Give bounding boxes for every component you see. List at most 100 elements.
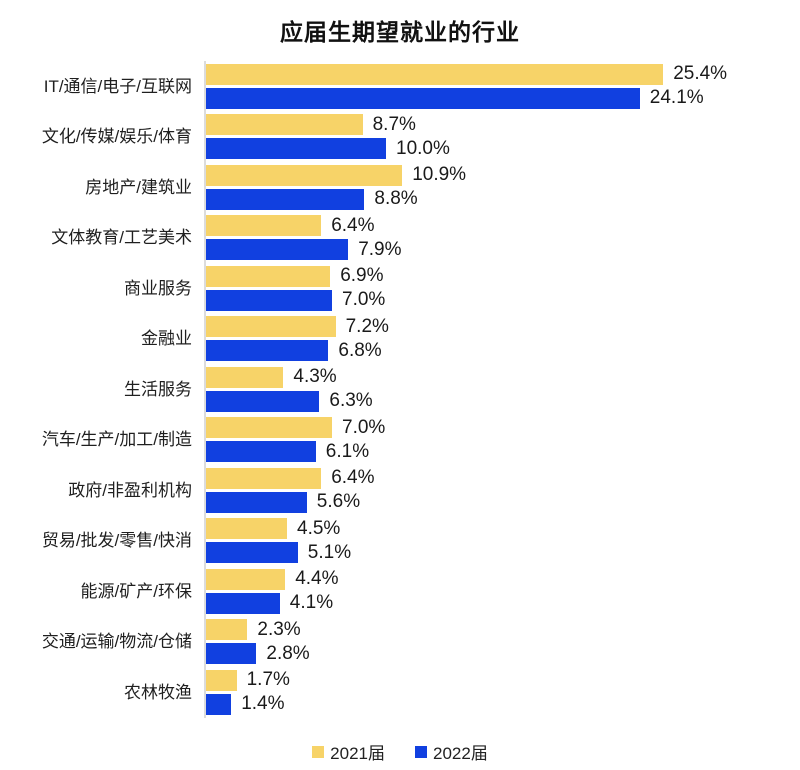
bar-line: 1.4% <box>206 693 800 715</box>
category-label: 交通/运输/物流/仓储 <box>41 632 192 652</box>
bar-line: 6.3% <box>206 390 800 412</box>
chart-title: 应届生期望就业的行业 <box>280 19 520 45</box>
category-row: 生活服务 4.3% 6.3% <box>0 364 800 415</box>
category-row: 文化/传媒/娱乐/体育 8.7% 10.0% <box>0 111 800 162</box>
category-row: 商业服务 6.9% 7.0% <box>0 263 800 314</box>
bar-2022届 <box>206 693 232 715</box>
value-label-2022届: 1.4% <box>241 693 285 715</box>
bar-line: 6.1% <box>206 441 800 463</box>
category-row: 政府/非盈利机构 6.4% 5.6% <box>0 465 800 516</box>
bar-line: 7.2% <box>206 315 800 338</box>
category-row: 文体教育/工艺美术 6.4% 7.9% <box>0 212 800 263</box>
bar-2021届 <box>206 568 286 590</box>
bar-2021届 <box>206 619 248 641</box>
bar-2022届 <box>206 289 332 311</box>
bar-line: 1.7% <box>206 669 800 691</box>
bar-group: 4.3% 6.3% <box>204 364 800 415</box>
legend-swatch-2021届 <box>312 745 325 758</box>
category-label: 汽车/生产/加工/制造 <box>41 430 192 450</box>
bar-group: 6.4% 7.9% <box>204 212 800 263</box>
value-label-2021届: 4.4% <box>295 568 339 590</box>
bar-line: 10.0% <box>206 138 800 160</box>
bar-line: 24.1% <box>206 87 800 109</box>
legend: 2021届 2022届 <box>0 739 800 764</box>
category-label: 贸易/批发/零售/快消 <box>41 531 192 551</box>
category-row: 房地产/建筑业 10.9% 8.8% <box>0 162 800 213</box>
bar-line: 4.4% <box>206 568 800 590</box>
category-row: IT/通信/电子/互联网 25.4% 24.1% <box>0 61 800 112</box>
bar-2022届 <box>206 239 349 261</box>
category-label: 生活服务 <box>124 379 192 399</box>
plot-area: IT/通信/电子/互联网 25.4% 24.1% 文化/传媒/娱乐/体育 8.7% 10.… <box>0 61 800 718</box>
bar-2022届 <box>206 441 316 463</box>
bar-line: 8.7% <box>206 113 800 136</box>
bar-line: 2.3% <box>206 618 800 641</box>
legend-label: 2022届 <box>433 744 488 763</box>
bar-line: 4.1% <box>206 592 800 614</box>
chart-rows: IT/通信/电子/互联网 25.4% 24.1% 文化/传媒/娱乐/体育 8.7% 10.… <box>0 61 800 718</box>
bar-line: 5.1% <box>206 541 800 564</box>
value-label-2022届: 4.1% <box>289 592 334 614</box>
category-row: 贸易/批发/零售/快消 4.5% 5.1% <box>0 515 800 566</box>
value-label-2021届: 25.4% <box>673 63 728 85</box>
value-label-2021届: 6.4% <box>331 467 375 489</box>
value-label-2021届: 1.7% <box>246 669 290 691</box>
bar-2022届 <box>206 188 365 210</box>
bar-group: 4.5% 5.1% <box>204 515 800 566</box>
value-label-2022届: 5.1% <box>307 541 352 563</box>
bar-2021届 <box>206 316 336 338</box>
bar-group: 10.9% 8.8% <box>204 162 800 213</box>
value-label-2021届: 4.5% <box>297 517 341 539</box>
bar-line: 6.8% <box>206 339 800 362</box>
bar-2021届 <box>206 417 332 439</box>
value-label-2021届: 7.0% <box>342 416 386 438</box>
bar-line: 25.4% <box>206 63 800 85</box>
bar-2022届 <box>206 592 280 614</box>
bar-2021届 <box>206 215 322 237</box>
bar-line: 5.6% <box>206 491 800 513</box>
bar-group: 6.4% 5.6% <box>204 465 800 516</box>
bar-2022届 <box>206 340 329 362</box>
bar-2021届 <box>206 164 403 186</box>
bar-line: 6.9% <box>206 265 800 287</box>
legend-item-2021届: 2021届 <box>312 739 385 764</box>
category-label: 房地产/建筑业 <box>85 177 192 197</box>
category-label: 金融业 <box>141 329 192 349</box>
bar-line: 7.0% <box>206 289 800 311</box>
bar-2021届 <box>206 114 363 136</box>
category-row: 能源/矿产/环保 4.4% 4.1% <box>0 566 800 617</box>
value-label-2022届: 24.1% <box>649 87 704 109</box>
category-row: 金融业 7.2% 6.8% <box>0 313 800 364</box>
bar-2022届 <box>206 138 386 160</box>
bar-line: 4.3% <box>206 366 800 388</box>
value-label-2021届: 6.4% <box>331 214 375 236</box>
value-label-2021届: 7.2% <box>345 315 389 337</box>
category-label: 能源/矿产/环保 <box>80 581 192 601</box>
bar-line: 10.9% <box>206 164 800 186</box>
bar-group: 8.7% 10.0% <box>204 111 800 162</box>
bar-2022届 <box>206 390 320 412</box>
value-label-2022届: 7.9% <box>358 238 402 260</box>
value-label-2022届: 6.3% <box>329 390 373 412</box>
bar-line: 6.4% <box>206 467 800 489</box>
bar-group: 4.4% 4.1% <box>204 566 800 617</box>
bar-group: 25.4% 24.1% <box>204 61 800 112</box>
value-label-2022届: 7.0% <box>342 289 386 311</box>
bar-2022届 <box>206 87 640 109</box>
legend-item-2022届: 2022届 <box>415 739 488 764</box>
value-label-2022届: 6.8% <box>338 339 382 361</box>
bar-group: 7.0% 6.1% <box>204 414 800 465</box>
category-label: 政府/非盈利机构 <box>68 480 192 500</box>
value-label-2021届: 2.3% <box>257 618 301 640</box>
value-label-2022届: 2.8% <box>266 642 310 664</box>
bar-2021届 <box>206 467 322 489</box>
bar-2022届 <box>206 542 298 564</box>
category-label: 文化/传媒/娱乐/体育 <box>41 127 192 147</box>
value-label-2021届: 8.7% <box>372 113 416 135</box>
value-label-2021届: 6.9% <box>340 265 384 287</box>
category-row: 农林牧渔 1.7% 1.4% <box>0 667 800 718</box>
value-label-2021届: 10.9% <box>412 164 467 186</box>
bar-line: 4.5% <box>206 517 800 540</box>
value-label-2022届: 5.6% <box>316 491 361 513</box>
bar-2021届 <box>206 63 664 85</box>
